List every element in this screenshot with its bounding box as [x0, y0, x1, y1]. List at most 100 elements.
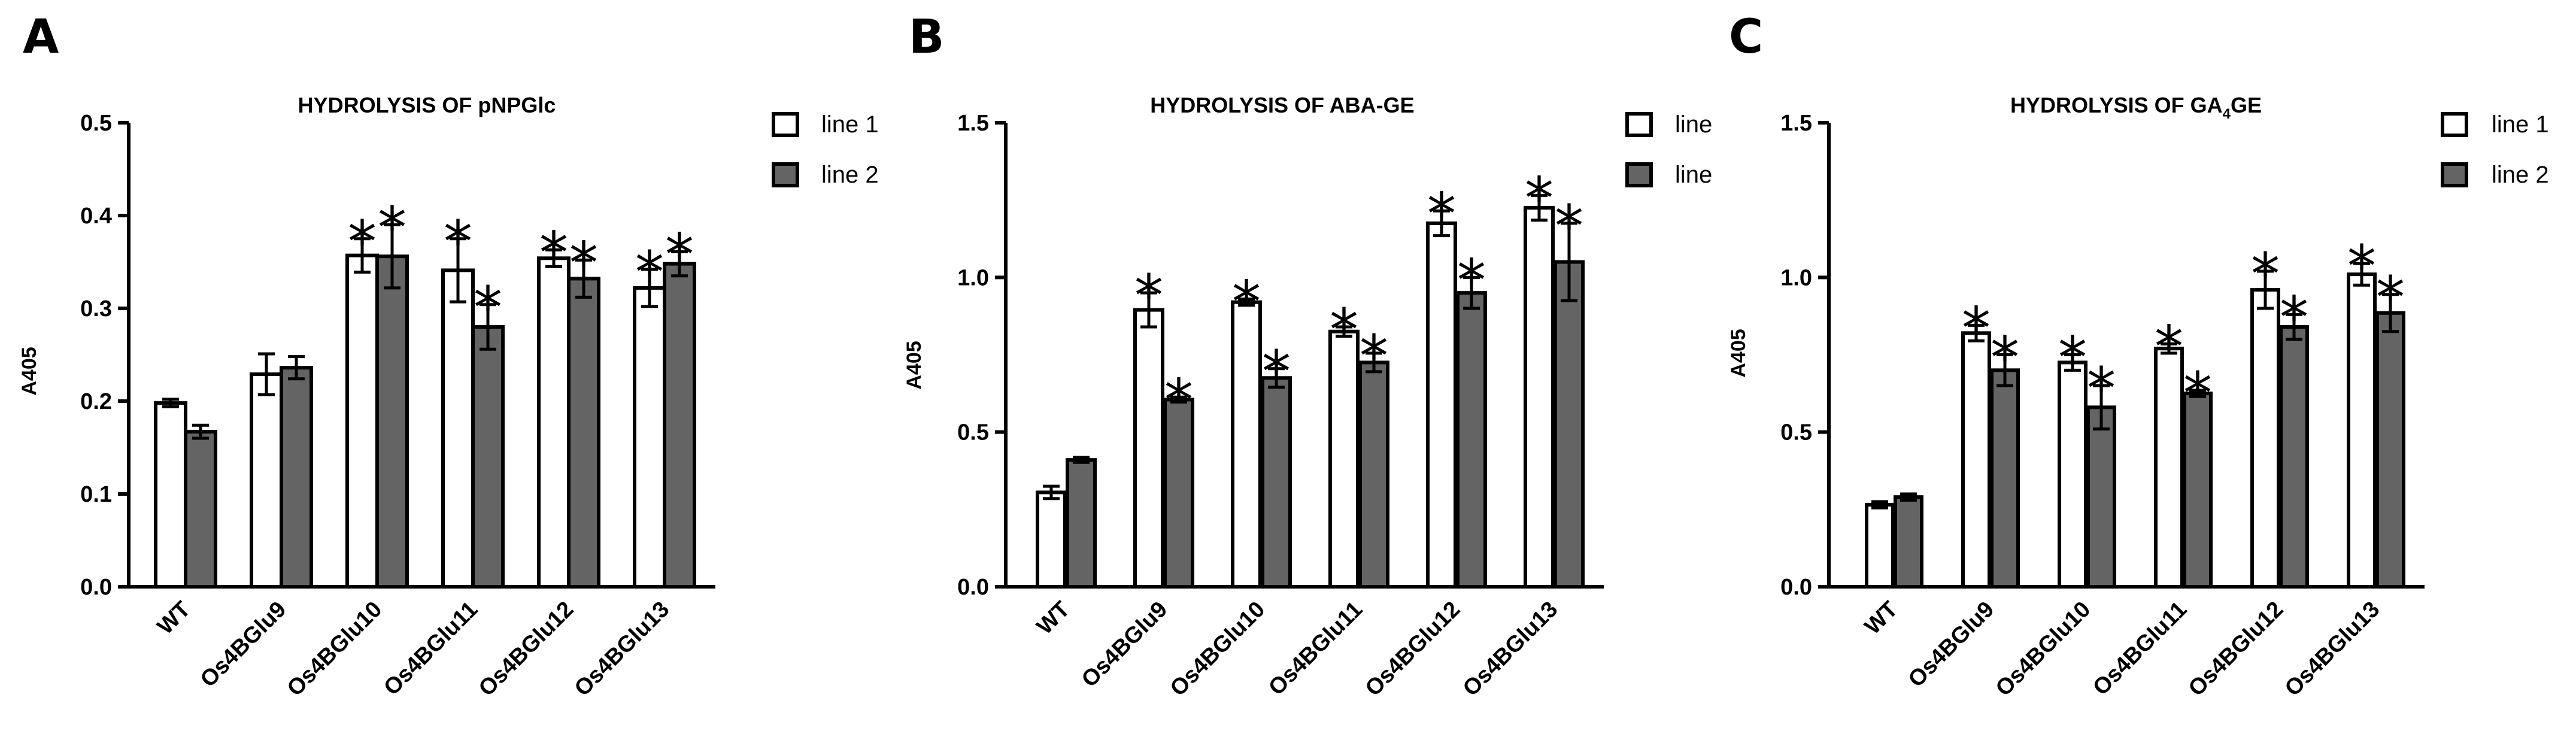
legend-swatch-line2-a [772, 162, 799, 187]
chart-title-c: HYDROLYSIS OF GA4GE [2010, 93, 2262, 122]
legend-label-line2-c: line 2 [2492, 162, 2549, 188]
legend-swatch-line1-a [772, 112, 799, 137]
bar-a [567, 277, 600, 589]
significance-star-c: * [2251, 241, 2280, 308]
bar-b [1261, 376, 1292, 589]
y-tick-label-b: 0.5 [957, 420, 989, 445]
bar-c [1894, 495, 1923, 589]
legend-label-line1-a: line 1 [821, 111, 879, 138]
significance-star-b: * [1262, 338, 1291, 405]
chart-title-b: HYDROLYSIS OF ABA-GE [1150, 93, 1414, 117]
bar-b [1524, 206, 1555, 589]
significance-star-a: * [474, 274, 502, 341]
x-tick-label-a: WT [153, 597, 195, 639]
significance-star-b: * [1164, 366, 1193, 433]
y-tick-label-c: 0.0 [1780, 575, 1812, 600]
y-tick-label-a: 0.5 [80, 111, 112, 136]
x-tick-label-c: Os4BGlu11 [2088, 597, 2192, 701]
bar-b [1426, 221, 1457, 589]
y-axis-label-b: A405 [903, 341, 926, 389]
bar-c [2279, 325, 2309, 589]
legend-a: line 1 line 2 [772, 111, 879, 188]
significance-star-b: * [1330, 296, 1358, 363]
significance-star-c: * [2155, 313, 2183, 380]
bar-c [1865, 503, 1895, 589]
bar-a [375, 254, 409, 589]
significance-star-a: * [539, 219, 568, 286]
y-tick-label-a: 0.2 [80, 389, 112, 414]
significance-star-a: * [635, 239, 664, 306]
x-tick-label-c: Os4BGlu13 [2280, 597, 2385, 702]
significance-star-b: * [1525, 165, 1554, 232]
x-tick-label-a: Os4BGlu12 [474, 597, 579, 702]
legend-c: line 1 line 2 [2441, 111, 2549, 188]
significance-star-b: * [1555, 193, 1583, 260]
legend-b: line line [1625, 111, 1712, 188]
significance-star-c: * [1991, 325, 2019, 392]
panel-a: A HYDROLYSIS OF pNPGlc A405 0.0 0.1 0.2 0.3… [18, 10, 879, 701]
x-tick-label-a: Os4BGlu13 [570, 597, 675, 702]
y-ticks-c: 0.0 0.5 1.0 1.5 [1780, 111, 1831, 600]
bar-c [2154, 347, 2184, 589]
bar-a [471, 325, 505, 589]
bar-a [663, 262, 696, 589]
panel-letter-a: A [23, 10, 59, 64]
significance-star-a: * [665, 221, 694, 288]
legend-label-line2-a: line 2 [821, 162, 879, 188]
bar-b [1328, 329, 1360, 589]
legend-label-line1-c: line 1 [2492, 111, 2549, 138]
y-tick-label-b: 0.0 [957, 575, 989, 600]
bar-c [2058, 360, 2087, 589]
y-tick-label-a: 0.1 [80, 482, 112, 507]
bar-b [1456, 291, 1487, 589]
x-tick-label-a: Os4BGlu10 [283, 597, 387, 702]
significance-star-c: * [2280, 284, 2308, 351]
bar-b [1066, 458, 1097, 589]
y-ticks-a: 0.0 0.1 0.2 0.3 0.4 0.5 [80, 111, 131, 600]
y-ticks-b: 0.0 0.5 1.0 1.5 [957, 111, 1008, 600]
x-tick-label-b: Os4BGlu9 [1077, 597, 1173, 693]
y-tick-label-b: 1.5 [957, 111, 989, 136]
bar-a [184, 430, 217, 589]
bar-b [1163, 398, 1194, 589]
x-tick-labels-a: WT Os4BGlu9Os4BGlu10Os4BGlu11Os4BGlu12Os4… [153, 597, 674, 702]
significance-star-c: * [1962, 295, 1991, 362]
chart-title-a: HYDROLYSIS OF pNPGlc [298, 93, 556, 117]
x-tick-label-a: Os4BGlu9 [196, 597, 292, 693]
bar-b [1358, 360, 1389, 589]
x-tick-label-b: Os4BGlu11 [1264, 597, 1367, 701]
significance-star-a: * [569, 229, 598, 296]
y-tick-label-c: 1.0 [1780, 265, 1812, 290]
significance-star-b: * [1134, 262, 1163, 329]
bar-a [633, 286, 666, 589]
bar-b [1036, 490, 1067, 589]
panel-b: B HYDROLYSIS OF ABA-GE A405 0.0 0.5 1.0 1.5… [903, 10, 1712, 701]
significance-star-c: * [2087, 355, 2116, 422]
y-tick-label-c: 0.5 [1780, 420, 1812, 445]
panel-letter-c: C [1729, 10, 1763, 64]
significance-star-a: * [378, 195, 406, 262]
chart-title-c-subscript: 4 [2223, 106, 2231, 122]
y-tick-label-a: 0.0 [80, 575, 112, 600]
bar-c [1990, 368, 2020, 589]
plot-area-c: * * * ****** * [1829, 233, 2425, 589]
bar-a [280, 366, 313, 589]
significance-star-b: * [1457, 247, 1486, 314]
y-tick-label-a: 0.3 [80, 296, 112, 322]
legend-label-line1-b: line [1675, 111, 1712, 138]
legend-swatch-line2-c [2441, 162, 2468, 187]
bar-a [537, 256, 571, 589]
significance-star-b: * [1360, 323, 1388, 390]
x-tick-labels-c: WT Os4BGlu9Os4BGlu10Os4BGlu11Os4BGlu12Os4… [1860, 597, 2384, 702]
bar-b [1231, 300, 1262, 589]
x-tick-label-a: Os4BGlu11 [379, 597, 483, 701]
significance-star-a: * [444, 208, 472, 275]
legend-swatch-line1-c [2441, 112, 2468, 137]
significance-star-c: * [2376, 264, 2405, 331]
bar-c [2086, 405, 2116, 589]
bar-c [1961, 331, 1991, 589]
x-tick-label-b: Os4BGlu10 [1166, 597, 1270, 702]
significance-star-b: * [1427, 180, 1456, 247]
bar-c [2375, 311, 2405, 589]
